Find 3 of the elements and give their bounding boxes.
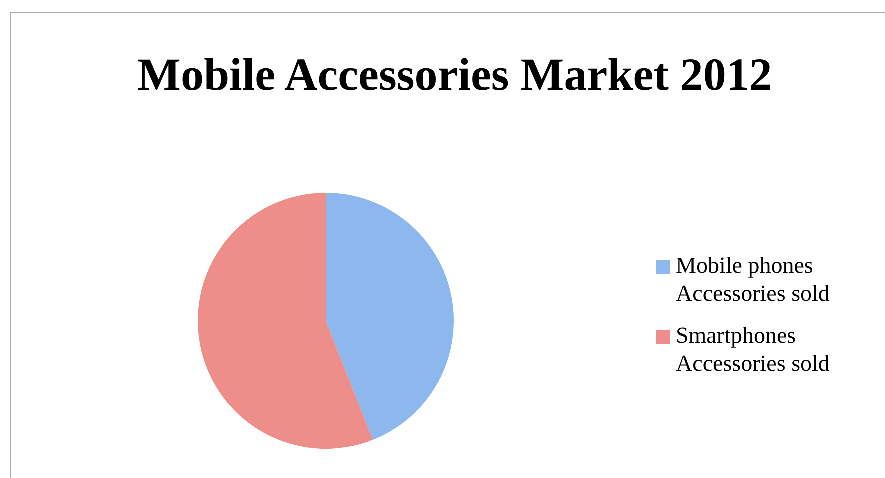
chart-title: Mobile Accessories Market 2012 (136, 48, 774, 102)
legend-label: Smartphones Accessories sold (676, 322, 831, 378)
legend-label: Mobile phones Accessories sold (676, 252, 831, 308)
